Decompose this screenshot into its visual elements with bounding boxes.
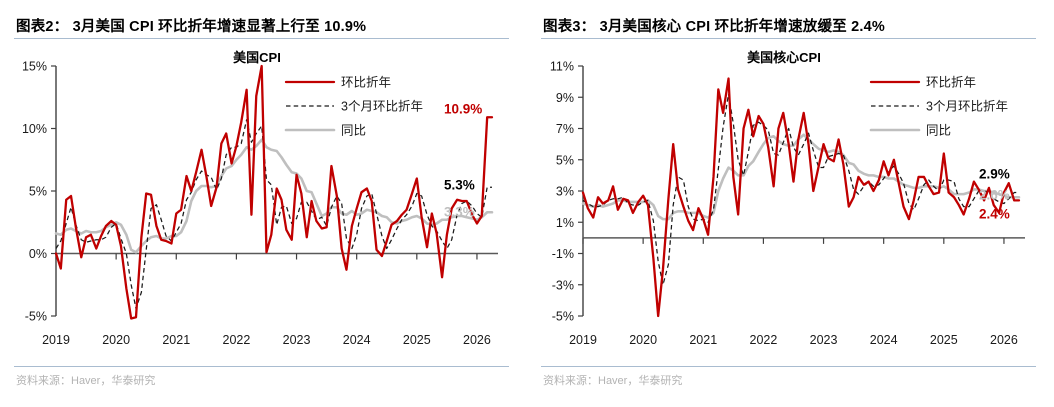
annotation-value-2.6%: 2.6% [979,187,1010,202]
source-note-figure3: 资料来源：Haver，华泰研究 [543,375,683,387]
chart-plot-core-cpi: -5% -3% -1% 1% 3% 5% 7% 9% 11% 2019 2020 2021 2022 20… [527,44,1054,364]
x-tick-label: 2020 [102,333,130,347]
x-tick-label: 2024 [343,333,371,347]
figure-panel-core-cpi: 图表3： 3月美国核心 CPI 环比折年增速放缓至 2.4% -5% -3% -1%… [527,0,1054,407]
y-tick-label: -3% [552,278,574,292]
y-tick-label: 1% [556,216,574,230]
chart-plot-cpi: -5% 0% 5% 10% 15% 2019 2020 2021 2022 2023 2024 202… [0,44,527,364]
legend-label-同比: 同比 [341,124,366,138]
cpi-chart-svg: -5% 0% 5% 10% 15% 2019 2020 2021 2022 2023 2024 202… [22,50,498,347]
footer-divider [541,366,1036,367]
legend-label-环比折年: 环比折年 [926,75,976,90]
annotation-value-10.9%: 10.9% [444,101,482,116]
page-title-figure3: 图表3： 3月美国核心 CPI 环比折年增速放缓至 2.4% [543,19,885,35]
x-tick-label: 2023 [810,333,838,347]
x-tick-label: 2021 [162,333,190,347]
legend-label-环比折年: 环比折年 [341,75,391,90]
x-tick-label: 2022 [750,333,778,347]
annotation-value-3.3%: 3.3% [444,204,475,219]
legend-label-3个月环比折年: 3个月环比折年 [926,99,1008,114]
series-line-同比 [54,138,494,254]
y-tick-label: 5% [556,153,574,167]
y-tick-label: 7% [556,122,574,136]
annotation-value-5.3%: 5.3% [444,177,475,192]
footer-divider [14,366,509,367]
y-tick-label: 3% [556,185,574,199]
annotation-value-2.4%: 2.4% [979,206,1010,221]
legend-label-3个月环比折年: 3个月环比折年 [341,99,423,114]
x-tick-label: 2025 [930,333,958,347]
y-tick-label: 0% [29,247,47,261]
annotation-value-2.9%: 2.9% [979,167,1010,182]
chart-inner-title: 美国CPI [233,50,281,65]
title-divider [14,38,509,39]
source-note-figure2: 资料来源：Haver，华泰研究 [16,375,156,387]
page-title-figure2: 图表2： 3月美国 CPI 环比折年增速显著上行至 10.9% [16,19,367,35]
x-tick-label: 2022 [223,333,251,347]
series-line-环比折年 [581,77,1021,318]
y-tick-label: 15% [22,60,47,74]
core-cpi-chart-svg: -5% -3% -1% 1% 3% 5% 7% 9% 11% 2019 2020 2021 2022 20… [550,50,1025,347]
y-tick-label: 11% [550,60,574,74]
series-line-同比 [581,133,1021,221]
chart-inner-title: 美国核心CPI [747,50,821,65]
x-tick-label: 2020 [629,333,657,347]
x-tick-label: 2019 [569,333,597,347]
series-line-环比折年 [54,64,494,320]
y-tick-label: 10% [22,122,47,136]
y-tick-label: -5% [552,310,574,324]
y-tick-label: 5% [29,185,47,199]
y-tick-label: -5% [25,310,47,324]
x-tick-label: 2024 [870,333,898,347]
x-tick-label: 2026 [990,333,1018,347]
x-tick-label: 2019 [42,333,70,347]
x-tick-label: 2021 [689,333,717,347]
legend-label-同比: 同比 [926,124,951,138]
y-tick-label: 9% [556,91,574,105]
figure-panel-cpi: 图表2： 3月美国 CPI 环比折年增速显著上行至 10.9% -5% 0% 5% 1… [0,19,527,387]
y-tick-label: -1% [552,247,574,261]
title-divider [541,38,1036,39]
x-tick-label: 2023 [283,333,311,347]
x-tick-label: 2025 [403,333,431,347]
x-tick-label: 2026 [463,333,491,347]
